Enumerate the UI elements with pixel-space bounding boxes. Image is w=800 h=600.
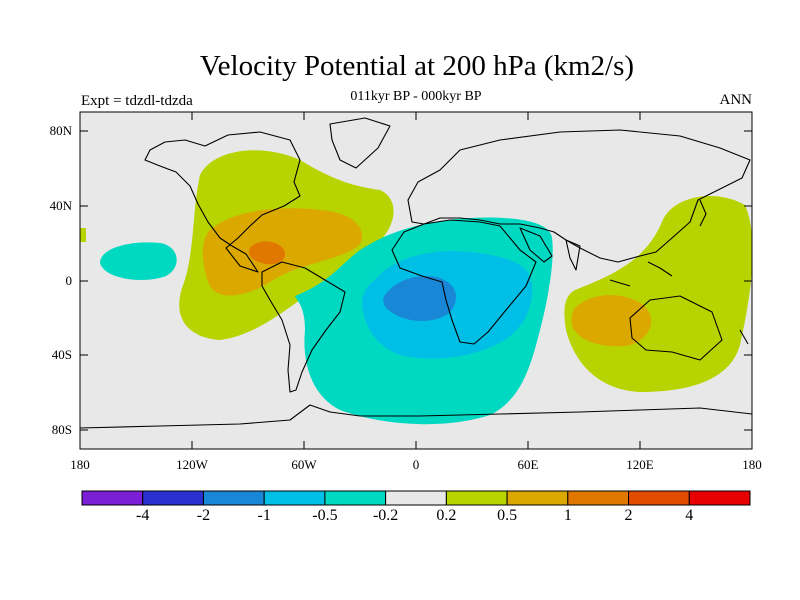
season-label: ANN [719, 92, 753, 108]
coastline-greenland [329, 117, 391, 169]
lat-label-80n: 80N [49, 123, 72, 138]
coastline-africa [391, 219, 537, 345]
colorbar-label: -0.5 [312, 507, 338, 524]
lon-label-180e: 180 [742, 457, 762, 472]
colorbar-label: -2 [196, 507, 211, 524]
coastline-eurasia [407, 129, 751, 263]
colorbar-label: 0.5 [497, 507, 518, 524]
colorbar-box [142, 490, 204, 506]
lon-label-0: 0 [412, 457, 420, 472]
colorbar-box [385, 490, 447, 506]
colorbar-label: 0.2 [436, 507, 457, 524]
coastline-south-asia [519, 227, 581, 271]
colorbar-label: -1 [257, 507, 271, 524]
lat-label-equator: 0 [65, 273, 73, 288]
coastline-australia [629, 295, 723, 361]
lon-label-60w: 60W [291, 457, 317, 472]
map-title: Velocity Potential at 200 hPa (km2/s) [199, 50, 635, 82]
colorbar-label: 2 [624, 507, 633, 524]
colorbar-box [324, 490, 387, 506]
positive-region-atlantic-edge [80, 228, 86, 242]
coastline-north-america [144, 131, 301, 273]
colorbar-box [81, 490, 144, 506]
colorbar-label: -4 [136, 507, 150, 524]
colorbar-box [263, 490, 326, 506]
colorbar-box [506, 490, 569, 506]
colorbar [81, 490, 751, 506]
coastline-islands [609, 199, 749, 345]
colorbar-label: 1 [563, 507, 572, 524]
colorbar-box [202, 490, 265, 506]
coastline-south-america [261, 261, 346, 393]
lon-label-120e: 120E [626, 457, 654, 472]
lat-label-40n: 40N [49, 198, 72, 213]
colorbar-label: -0.2 [372, 507, 399, 524]
colorbar-box [567, 490, 630, 506]
colorbar-label: 4 [685, 507, 694, 524]
continent-outlines [80, 117, 752, 429]
lat-label-80s: 80S [51, 422, 72, 437]
colorbar-box [445, 490, 508, 506]
negative-region-central-pacific [100, 242, 177, 280]
lon-label-180w: 180 [70, 457, 90, 472]
lat-ticks [80, 130, 752, 431]
lat-label-40s: 40S [51, 347, 72, 362]
positive-region-caribbean [248, 241, 285, 265]
experiment-label: Expt = tdzdl-tdzda [81, 93, 193, 109]
negative-region-africa-core [383, 275, 456, 321]
colorbar-box [688, 490, 751, 506]
lon-label-60e: 60E [517, 457, 539, 472]
map-subtitle: 011kyr BP - 000kyr BP [350, 89, 482, 104]
lon-ticks [191, 112, 641, 449]
lon-label-120w: 120W [176, 457, 208, 472]
coastline-antarctica [80, 404, 752, 429]
colorbar-box [628, 490, 690, 506]
